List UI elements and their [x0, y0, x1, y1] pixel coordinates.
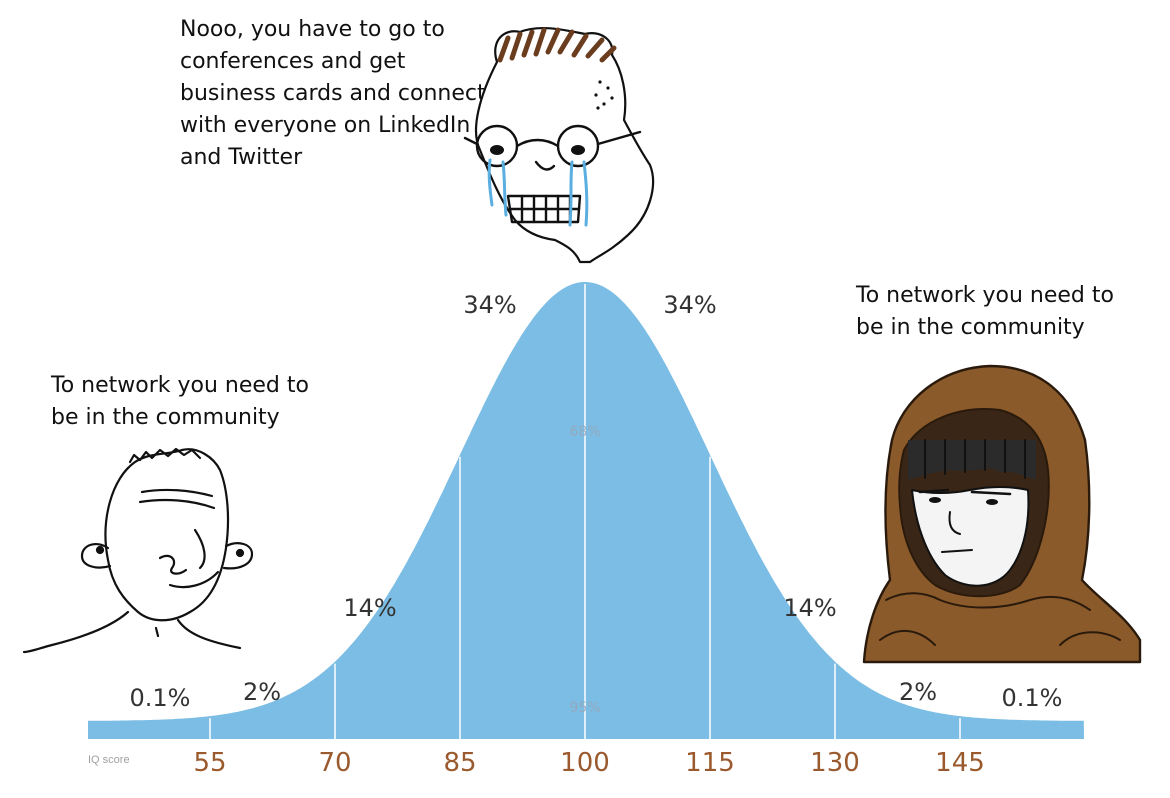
x-tick-label: 70: [318, 748, 351, 778]
x-tick-label: 115: [685, 748, 735, 778]
x-tick-label: 85: [443, 748, 476, 778]
x-axis-title: IQ score: [88, 754, 130, 766]
inner-label-68: 68%: [569, 424, 600, 440]
caption-top: Nooo, you have to go to conferences and …: [180, 17, 486, 170]
x-tick-label: 145: [935, 748, 985, 778]
bell-curve-area: [88, 282, 1084, 739]
band-percentage-label: 14%: [343, 594, 396, 622]
band-percentage-label: 34%: [663, 291, 716, 319]
band-percentages: 0.1% 2% 14% 34% 34% 14% 2% 0.1%: [130, 291, 1063, 712]
band-percentage-label: 2%: [899, 678, 937, 706]
sd-dividers: [209, 284, 961, 739]
x-tick-label: 130: [810, 748, 860, 778]
x-tick-label: 100: [560, 748, 610, 778]
x-tick-label: 55: [193, 748, 226, 778]
band-percentage-label: 14%: [783, 594, 836, 622]
bell-curve: [88, 282, 1084, 739]
band-percentage-label: 0.1%: [1002, 684, 1063, 712]
band-percentage-label: 34%: [463, 291, 516, 319]
inner-label-95: 95%: [569, 700, 600, 716]
wojak-smiling-simple: [22, 447, 254, 654]
wojak-crying-glasses: [463, 26, 655, 264]
inner-labels: 68% 95%: [569, 424, 600, 716]
caption-right: To network you need to be in the communi…: [856, 283, 1114, 340]
band-percentage-label: 2%: [243, 678, 281, 706]
caption-left: To network you need to be in the communi…: [51, 373, 309, 430]
hooded-figure: [862, 364, 1142, 664]
band-percentage-label: 0.1%: [130, 684, 191, 712]
x-axis-ticks: IQ score 55 70 85 100 115 130 145: [88, 748, 985, 778]
